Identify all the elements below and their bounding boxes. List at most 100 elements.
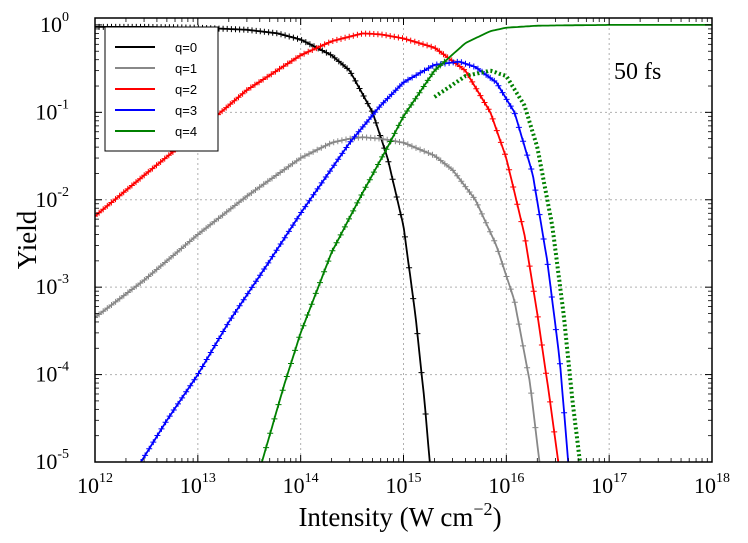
series-point-marker	[322, 174, 329, 180]
series-point-marker	[257, 272, 264, 279]
series-point-marker	[391, 130, 398, 137]
series-point-marker	[260, 76, 267, 83]
series-point-marker	[223, 104, 230, 111]
series-point-marker	[441, 160, 448, 167]
y-axis-title: Yield	[12, 210, 42, 269]
series-point-marker	[243, 87, 250, 94]
legend-label: q=2	[175, 82, 197, 97]
series-point-marker	[141, 172, 148, 179]
series-point-marker	[318, 144, 325, 151]
series-point-marker	[288, 360, 294, 367]
series-point-marker	[416, 89, 423, 96]
series-point-marker	[199, 228, 205, 235]
series-point-marker	[392, 87, 399, 94]
series-point-marker	[317, 43, 324, 50]
series-point-marker	[195, 370, 202, 377]
series-point-marker	[112, 298, 119, 305]
series-point-marker	[497, 139, 504, 146]
series-point-marker	[203, 225, 210, 232]
series-point-marker	[318, 179, 325, 186]
series-point-marker	[557, 360, 563, 367]
series-point-marker	[499, 261, 506, 267]
series-point-marker	[445, 164, 452, 170]
series-line-q4-dotted	[433, 68, 582, 462]
series-point-marker	[372, 109, 379, 116]
series-point-marker	[354, 199, 361, 206]
series-point-marker	[326, 140, 333, 147]
series-point-marker	[236, 199, 242, 206]
series-point-marker	[211, 342, 218, 349]
series-point-marker	[450, 167, 456, 174]
series-point-marker	[95, 314, 98, 321]
series-point-marker	[275, 401, 282, 408]
series-point-marker	[302, 203, 309, 210]
series-point-marker	[540, 236, 547, 242]
series-point-marker	[341, 223, 348, 230]
series-point-marker	[561, 409, 568, 416]
series-point-marker	[129, 286, 135, 293]
series-point-marker	[260, 181, 267, 188]
series-point-marker	[466, 62, 473, 69]
series-point-marker	[191, 376, 198, 383]
series-point-marker	[108, 199, 115, 206]
series-point-marker	[387, 138, 394, 145]
series-point-marker	[256, 184, 263, 191]
series-point-marker	[153, 266, 160, 273]
series-point-marker	[323, 49, 330, 56]
series-point-marker	[410, 295, 417, 302]
series-point-marker	[227, 205, 234, 212]
series-point-marker	[248, 284, 255, 291]
series-point-marker	[532, 187, 539, 194]
series-point-marker	[376, 135, 382, 142]
series-point-marker	[506, 166, 513, 173]
series-point-marker	[347, 138, 354, 145]
series-point-marker	[491, 77, 498, 84]
series-point-marker	[499, 89, 506, 96]
series-point-marker	[469, 78, 476, 85]
series-point-marker	[429, 71, 435, 78]
series-point-marker	[333, 239, 340, 246]
series-point-marker	[552, 326, 559, 333]
series-point-marker	[216, 335, 222, 342]
y-tick-label: 10-1	[35, 97, 69, 124]
series-point-marker	[414, 330, 421, 337]
series-point-marker	[477, 92, 484, 99]
series-point-marker	[456, 63, 463, 70]
series-point-marker	[239, 90, 246, 97]
series-point-marker	[207, 221, 214, 228]
series-point-marker	[116, 295, 123, 302]
series-point-marker	[470, 63, 477, 70]
series-point-marker	[264, 178, 271, 185]
series-point-marker	[491, 237, 498, 244]
series-point-marker	[387, 33, 394, 40]
y-tick-label: 10-3	[35, 272, 69, 299]
series-point-marker	[141, 277, 148, 283]
series-point-marker	[313, 45, 320, 52]
series-point-marker	[227, 101, 234, 108]
series-point-marker	[432, 45, 439, 52]
series-point-marker	[364, 100, 371, 107]
axis-ticks: 1012 1013 1014 1015 1016 1017 1018 100 10-1 10-2 1…	[35, 10, 730, 498]
series-point-marker	[420, 83, 427, 90]
series-point-marker	[413, 144, 419, 151]
series-point-marker	[133, 179, 139, 186]
series-point-marker	[437, 157, 444, 164]
series-point-marker	[174, 249, 181, 255]
series-point-marker	[298, 209, 305, 216]
series-point-marker	[186, 238, 193, 245]
series-point-marker	[514, 201, 521, 208]
series-point-marker	[273, 172, 280, 179]
series-point-marker	[305, 48, 312, 55]
series-point-marker	[433, 66, 440, 73]
series-point-marker	[339, 150, 346, 157]
series-point-marker	[526, 263, 533, 270]
series-point-marker	[292, 347, 299, 354]
series-point-marker	[388, 91, 395, 98]
series-point-marker	[170, 407, 177, 413]
series-point-marker	[417, 146, 424, 153]
series-point-marker	[267, 430, 274, 437]
series-point-marker	[503, 96, 510, 103]
series-point-marker	[470, 194, 477, 201]
series-point-marker	[330, 139, 337, 146]
series-point-marker	[149, 270, 156, 276]
